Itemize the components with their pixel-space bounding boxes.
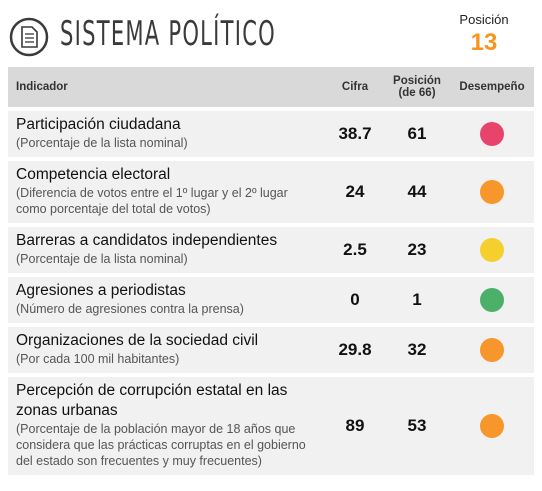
rank-cell: 44 <box>407 182 427 201</box>
indicator-description: (Por cada 100 mil habitantes) <box>16 352 180 366</box>
indicator-cell: Organizaciones de la sociedad civil (Por … <box>8 327 326 373</box>
column-header: Desempeño <box>459 81 525 93</box>
performance-dot <box>480 338 504 362</box>
table-row: Organizaciones de la sociedad civil (Por … <box>8 327 534 373</box>
table-row: Participación ciudadana (Porcentaje de la… <box>8 111 534 157</box>
column-header: Posición (de 66) <box>393 75 441 99</box>
header: SISTEMA POLÍTICO Posición 13 <box>0 0 542 64</box>
indicator-cell: Participación ciudadana (Porcentaje de la… <box>8 111 326 157</box>
table: Indicador Cifra Posición (de 66) Desempe… <box>8 67 534 479</box>
indicator-name: Competencia electoral <box>16 166 171 183</box>
icon <box>9 17 49 57</box>
indicator-name: Organizaciones de la sociedad civil <box>16 332 259 349</box>
performance-dot <box>480 414 504 438</box>
position-value: 13 <box>470 29 498 56</box>
table-row: Agresiones a periodistas (Número de agres… <box>8 277 534 323</box>
indicator-cell: Percepción de corrupción estatal en las … <box>8 377 326 475</box>
performance-cell <box>450 238 534 262</box>
position-box: Posición 13 <box>444 12 524 57</box>
rank-cell: 23 <box>407 240 427 259</box>
table-row: Competencia electoral (Diferencia de voto… <box>8 161 534 223</box>
value-cell: 38.7 <box>338 124 372 143</box>
rank-cell: 32 <box>407 340 427 359</box>
table-row: Barreras a candidatos independientes (Por… <box>8 227 534 273</box>
performance-cell <box>450 414 534 438</box>
indicator-description: (Porcentaje de la población mayor de 18 … <box>16 422 306 468</box>
indicator-name: Participación ciudadana <box>16 116 181 133</box>
value-cell: 89 <box>345 416 365 435</box>
rank-cell: 61 <box>407 124 427 143</box>
table-row: Percepción de corrupción estatal en las … <box>8 377 534 475</box>
rank-cell: 1 <box>412 290 422 309</box>
performance-dot <box>480 122 504 146</box>
value-cell: 24 <box>345 182 365 201</box>
title: SISTEMA POLÍTICO <box>60 14 277 54</box>
performance-dot <box>480 180 504 204</box>
column-header: Cifra <box>341 81 369 93</box>
performance-cell <box>450 180 534 204</box>
indicator-cell: Agresiones a periodistas (Número de agres… <box>8 277 326 323</box>
indicator-name: Agresiones a periodistas <box>16 282 186 299</box>
performance-cell <box>450 122 534 146</box>
performance-cell <box>450 288 534 312</box>
header-row: Indicador Cifra Posición (de 66) Desempe… <box>8 67 534 107</box>
indicator-description: (Porcentaje de la lista nominal) <box>16 136 188 150</box>
performance-cell <box>450 338 534 362</box>
indicator-name: Percepción de corrupción estatal en las … <box>16 382 288 419</box>
rank-cell: 53 <box>407 416 427 435</box>
column-header: Indicador <box>16 81 68 93</box>
indicator-description: (Diferencia de votos entre el 1º lugar y… <box>16 186 288 216</box>
value-cell: 29.8 <box>338 340 372 359</box>
indicator-cell: Competencia electoral (Diferencia de voto… <box>8 161 326 223</box>
indicator-name: Barreras a candidatos independientes <box>16 232 278 249</box>
indicator-description: (Número de agresiones contra la prensa) <box>16 302 244 316</box>
performance-dot <box>480 238 504 262</box>
indicator-description: (Porcentaje de la lista nominal) <box>16 252 188 266</box>
indicator-cell: Barreras a candidatos independientes (Por… <box>8 227 326 273</box>
value-cell: 2.5 <box>343 240 367 259</box>
position-label: Posición <box>459 12 509 27</box>
value-cell: 0 <box>350 290 360 309</box>
performance-dot <box>480 288 504 312</box>
